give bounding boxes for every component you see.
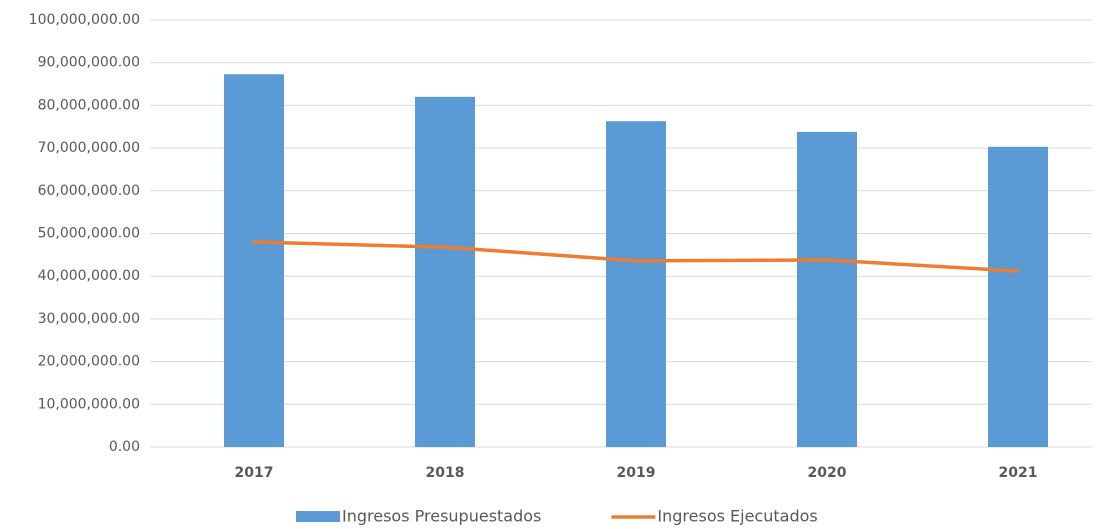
y-tick-label: 100,000,000.00 — [29, 12, 140, 28]
y-tick-label: 0.00 — [109, 439, 140, 455]
y-tick-label: 70,000,000.00 — [38, 140, 140, 156]
x-tick-label: 2021 — [999, 465, 1038, 481]
bar — [224, 74, 284, 447]
y-tick-label: 20,000,000.00 — [38, 354, 140, 370]
legend-label: Ingresos Ejecutados — [657, 507, 817, 526]
y-tick-label: 30,000,000.00 — [38, 311, 140, 327]
bar — [988, 146, 1048, 447]
y-tick-label: 90,000,000.00 — [38, 55, 140, 71]
y-tick-label: 40,000,000.00 — [38, 268, 140, 284]
y-tick-label: 50,000,000.00 — [38, 226, 140, 242]
legend-swatch — [296, 511, 340, 522]
x-tick-label: 2018 — [426, 465, 465, 481]
x-tick-label: 2017 — [235, 465, 274, 481]
line — [252, 240, 1020, 273]
x-tick-label: 2020 — [808, 465, 847, 481]
bar — [415, 96, 475, 448]
y-tick-label: 10,000,000.00 — [38, 396, 140, 412]
legend-label: Ingresos Presupuestados — [342, 507, 541, 526]
x-tick-label: 2019 — [617, 465, 656, 481]
bar — [606, 121, 666, 447]
y-tick-label: 80,000,000.00 — [38, 97, 140, 113]
bar — [797, 131, 857, 447]
y-tick-label: 60,000,000.00 — [38, 183, 140, 199]
